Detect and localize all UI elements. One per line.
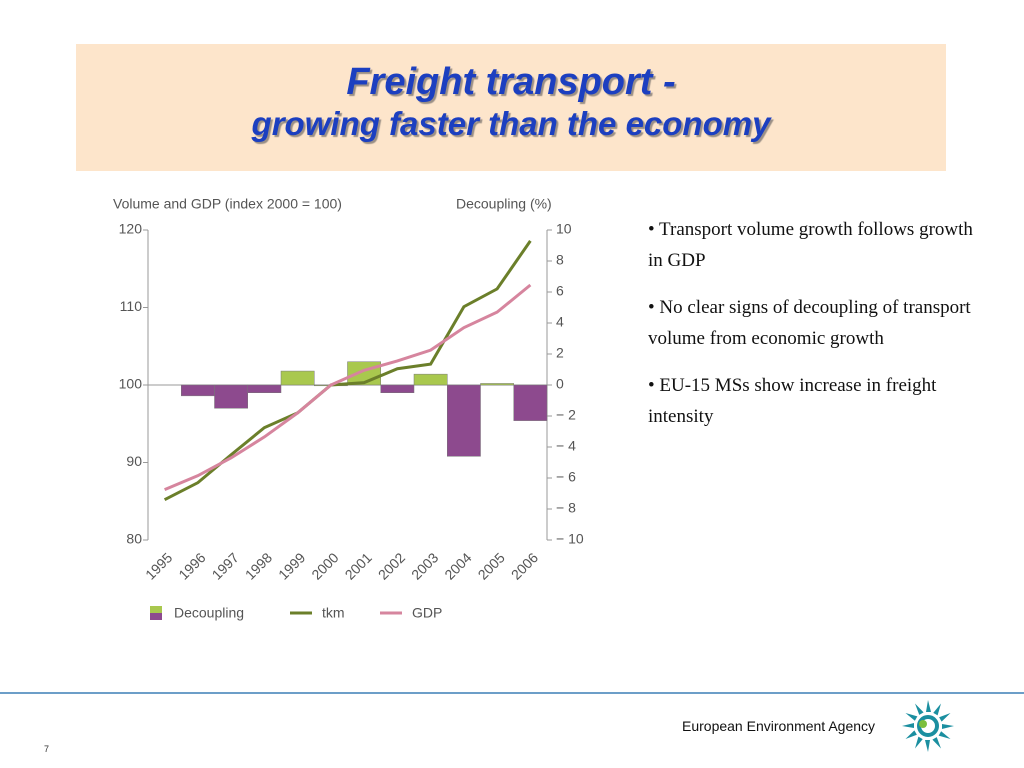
bar — [513, 384, 548, 421]
x-tick-label: 2003 — [408, 549, 441, 582]
x-tick-label: 1998 — [242, 549, 275, 582]
bar — [447, 384, 481, 457]
bar — [214, 384, 248, 409]
y-tick-label: 120 — [119, 221, 143, 237]
y2-tick-label: 10 — [556, 221, 572, 237]
x-tick-label: 2005 — [475, 549, 508, 582]
line — [164, 283, 532, 492]
y2-axis-label: Decoupling (%) — [456, 196, 552, 212]
legend-swatch — [150, 613, 162, 620]
x-tick-label: 2004 — [441, 549, 474, 582]
legend-label: tkm — [322, 605, 345, 621]
footer: European Environment Agency — [682, 718, 876, 734]
y2-tick-label: − 2 — [556, 407, 576, 423]
y2-tick-label: − 6 — [556, 469, 576, 485]
bullet: • EU-15 MSs show increase in freight int… — [648, 375, 937, 427]
bullet: • Transport volume growth follows growth… — [648, 219, 973, 271]
bar — [480, 383, 514, 386]
y2-tick-label: 6 — [556, 283, 564, 299]
x-tick-label: 1999 — [275, 549, 308, 582]
y-tick-label: 90 — [126, 453, 142, 469]
subtitle: growing faster than the economy — [251, 105, 771, 142]
y2-tick-label: − 4 — [556, 438, 576, 454]
x-tick-label: 2002 — [375, 549, 408, 582]
y-tick-label: 100 — [119, 376, 143, 392]
y2-tick-label: − 8 — [556, 500, 576, 516]
legend-label: GDP — [412, 605, 442, 621]
legend-label: Decoupling — [174, 605, 244, 621]
bar — [280, 370, 315, 386]
x-tick-label: 1995 — [142, 549, 175, 582]
y2-tick-label: − 10 — [556, 531, 584, 547]
y2-tick-label: 4 — [556, 314, 564, 330]
y2-tick-label: 0 — [556, 376, 564, 392]
x-tick-label: 2000 — [308, 549, 341, 582]
legend-swatch — [150, 606, 162, 613]
x-tick-label: 2006 — [508, 549, 541, 582]
bar — [413, 373, 448, 386]
y2-tick-label: 8 — [556, 252, 564, 268]
x-tick-label: 1996 — [175, 549, 208, 582]
bullet-list: • Transport volume growth follows growth… — [648, 214, 978, 448]
title: Freight transport - — [346, 61, 676, 103]
bar — [380, 384, 415, 393]
y-tick-label: 80 — [126, 531, 142, 547]
bar — [181, 384, 215, 397]
bullet: • No clear signs of decoupling of transp… — [648, 297, 971, 349]
y-tick-label: 110 — [120, 298, 143, 314]
title-box: Freight transport - growing faster than … — [76, 44, 946, 171]
x-tick-label: 2001 — [342, 549, 375, 582]
page-number: 7 — [44, 744, 50, 754]
bar — [247, 384, 282, 393]
y-axis-label: Volume and GDP (index 2000 = 100) — [113, 196, 342, 212]
logo — [902, 700, 954, 752]
x-tick-label: 1997 — [209, 549, 242, 582]
y2-tick-label: 2 — [556, 345, 564, 361]
